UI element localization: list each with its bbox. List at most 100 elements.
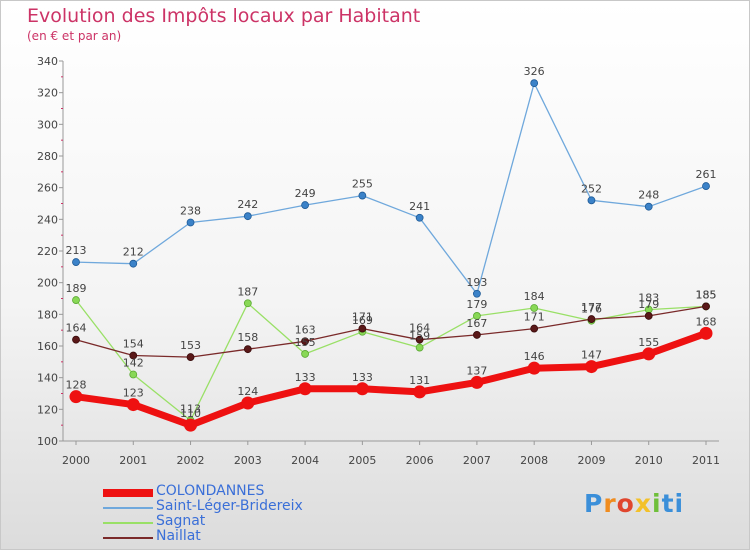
data-point-naillat (530, 324, 539, 333)
data-label-naillat: 158 (237, 331, 258, 344)
data-label-sagnat: 142 (123, 357, 144, 370)
data-point-colondannes (184, 418, 198, 432)
data-point-saint-leger-bridereix (72, 258, 80, 266)
data-point-saint-leger-bridereix (415, 213, 424, 222)
data-label-saint-leger-bridereix: 241 (409, 200, 430, 213)
y-tick-label: 320 (37, 87, 58, 100)
legend-label-saint-leger-bridereix: Saint-Léger-Bridereix (156, 498, 303, 514)
data-point-colondannes (355, 382, 369, 396)
x-tick-label: 2003 (234, 454, 262, 467)
data-point-naillat (129, 351, 138, 360)
x-tick-label: 2005 (348, 454, 376, 467)
data-label-colondannes: 131 (409, 374, 430, 387)
x-tick-label: 2004 (291, 454, 319, 467)
x-tick-label: 2011 (692, 454, 720, 467)
x-tick-label: 2000 (62, 454, 90, 467)
data-label-saint-leger-bridereix: 249 (295, 187, 316, 200)
data-label-sagnat: 176 (581, 303, 602, 316)
x-tick-label: 2010 (635, 454, 663, 467)
legend-swatch-colondannes (103, 488, 153, 497)
data-label-colondannes: 168 (696, 315, 717, 328)
data-label-saint-leger-bridereix: 252 (581, 182, 602, 195)
data-point-sagnat (72, 296, 80, 304)
chart-subtitle: (en € et par an) (27, 29, 122, 43)
y-tick-label: 300 (37, 118, 58, 131)
data-label-saint-leger-bridereix: 212 (123, 246, 144, 259)
data-label-naillat: 171 (352, 311, 373, 324)
data-label-saint-leger-bridereix: 242 (237, 198, 258, 211)
data-label-naillat: 177 (581, 301, 602, 314)
data-point-saint-leger-bridereix (587, 196, 596, 205)
data-label-naillat: 167 (466, 317, 487, 330)
y-tick-label: 180 (37, 308, 58, 321)
y-tick-label: 160 (37, 340, 58, 353)
data-point-saint-leger-bridereix (702, 182, 710, 190)
data-point-colondannes (527, 361, 541, 375)
data-label-sagnat: 185 (696, 288, 717, 301)
x-tick-label: 2002 (177, 454, 205, 467)
data-label-saint-leger-bridereix: 255 (352, 178, 373, 191)
data-point-saint-leger-bridereix (530, 79, 539, 88)
legend-label-colondannes: COLONDANNES (156, 483, 265, 499)
data-label-sagnat: 179 (466, 298, 487, 311)
data-point-naillat (72, 335, 80, 344)
data-point-naillat (186, 353, 195, 361)
data-point-naillat (415, 335, 424, 344)
data-point-saint-leger-bridereix (186, 218, 195, 227)
data-point-naillat (473, 331, 481, 339)
y-tick-label: 140 (37, 372, 58, 385)
data-label-sagnat: 189 (66, 282, 87, 295)
data-label-colondannes: 110 (180, 407, 201, 420)
data-point-naillat (358, 324, 367, 333)
data-point-saint-leger-bridereix (243, 212, 252, 221)
x-tick-label: 2008 (520, 454, 548, 467)
data-label-sagnat: 184 (524, 290, 545, 303)
data-label-saint-leger-bridereix: 326 (524, 65, 545, 78)
y-tick-label: 120 (37, 403, 58, 416)
data-label-saint-leger-bridereix: 193 (466, 276, 487, 289)
data-label-colondannes: 146 (524, 350, 545, 363)
legend-swatch-saint-leger-bridereix (103, 506, 153, 509)
data-label-colondannes: 155 (638, 336, 659, 349)
y-tick-label: 220 (37, 245, 58, 258)
legend-label-naillat: Naillat (156, 528, 201, 544)
data-label-saint-leger-bridereix: 248 (638, 189, 659, 202)
data-label-sagnat: 155 (295, 336, 316, 349)
data-point-sagnat (530, 304, 539, 312)
data-label-naillat: 154 (123, 338, 144, 351)
data-label-colondannes: 133 (295, 371, 316, 384)
data-point-naillat (243, 345, 252, 354)
data-label-colondannes: 133 (352, 371, 373, 384)
data-point-saint-leger-bridereix (644, 202, 653, 211)
data-point-naillat (644, 312, 653, 320)
data-point-saint-leger-bridereix (301, 201, 309, 209)
x-tick-label: 2009 (577, 454, 605, 467)
data-label-naillat: 179 (638, 298, 659, 311)
data-point-sagnat (301, 350, 309, 358)
data-label-colondannes: 128 (66, 379, 87, 392)
y-tick-label: 100 (37, 435, 58, 448)
data-label-naillat: 164 (409, 322, 430, 335)
data-label-colondannes: 123 (123, 387, 144, 400)
data-point-naillat (587, 315, 596, 323)
data-label-sagnat: 113 (180, 402, 201, 415)
y-tick-label: 240 (37, 213, 58, 226)
data-point-sagnat (129, 370, 138, 379)
x-tick-label: 2006 (406, 454, 434, 467)
data-point-saint-leger-bridereix (358, 191, 367, 200)
data-label-saint-leger-bridereix: 238 (180, 205, 201, 218)
data-label-sagnat: 169 (352, 314, 373, 327)
data-label-naillat: 185 (696, 288, 717, 301)
data-label-saint-leger-bridereix: 213 (66, 244, 87, 257)
data-point-colondannes (699, 326, 713, 340)
data-point-colondannes (470, 375, 484, 389)
data-label-sagnat: 187 (237, 285, 258, 298)
data-point-naillat (702, 302, 710, 311)
x-tick-label: 2001 (119, 454, 147, 467)
data-label-colondannes: 137 (466, 364, 487, 377)
series-line-saint-leger-bridereix (75, 82, 707, 295)
data-point-colondannes (69, 390, 83, 404)
data-point-saint-leger-bridereix (129, 259, 138, 268)
data-point-colondannes (413, 385, 427, 399)
